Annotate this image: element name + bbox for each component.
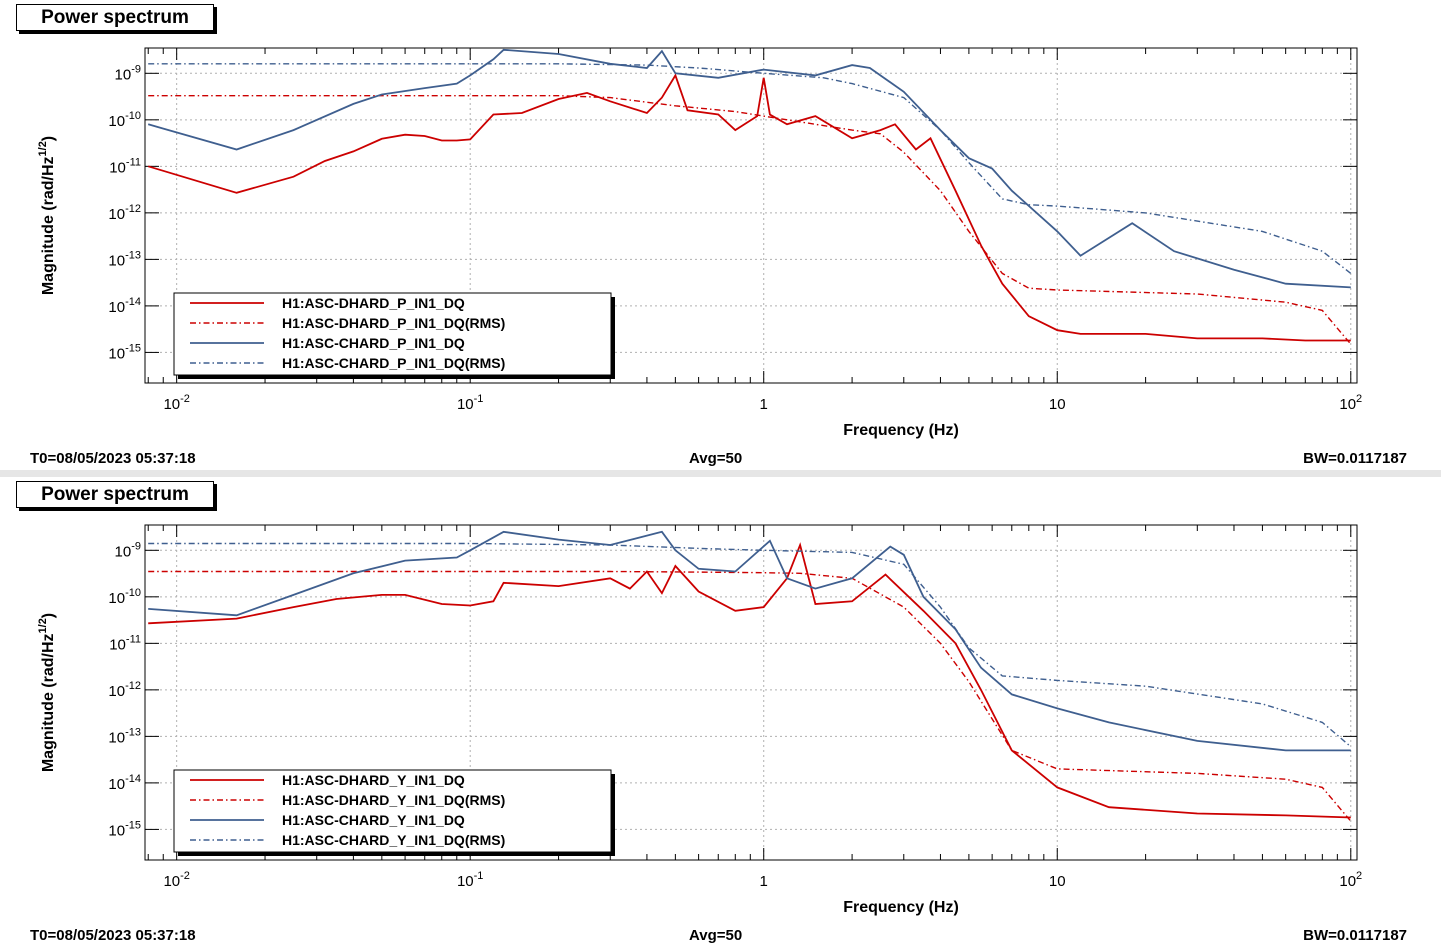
series-line-1 (148, 570, 1352, 822)
x-tick-label: 102 (1339, 393, 1362, 413)
y-axis-title: Magnitude (rad/Hz1/2) (37, 136, 57, 295)
legend-label: H1:ASC-DHARD_Y_IN1_DQ (282, 772, 465, 788)
y-tick-label: 10-12 (108, 203, 141, 223)
top-spectrum-panel: Power spectrum 10-9 10-10 10-11 10-12 10-13 1… (0, 0, 1441, 470)
series-line-0 (148, 542, 1351, 819)
y-tick-label: 10-9 (115, 63, 141, 83)
y-tick-label: 10-11 (109, 156, 141, 176)
plot-frame (144, 524, 1358, 861)
series-line-0 (147, 73, 1351, 342)
y-tick-label: 10-12 (108, 680, 141, 700)
x-tick-label: 10 (1049, 396, 1066, 413)
x-axis-title: Frequency (Hz) (843, 422, 959, 439)
series-line-2 (147, 48, 1351, 289)
series-line-1 (148, 94, 1352, 345)
x-tick-label: 1 (760, 396, 768, 413)
y-tick-label: 10-9 (115, 540, 141, 560)
y-tick-label: 10-15 (108, 819, 141, 839)
y-tick-label: 10-13 (108, 726, 141, 746)
series-line-2 (148, 530, 1351, 752)
bottom-spectrum-panel: Power spectrum 10-9 10-10 10-11 10-12 10-13 1… (0, 477, 1441, 947)
legend-label: H1:ASC-DHARD_Y_IN1_DQ(RMS) (282, 792, 505, 808)
x-tick-label: 10 (1049, 873, 1066, 890)
x-tick-label: 10-2 (163, 870, 189, 890)
x-tick-label: 10-1 (457, 393, 483, 413)
legend-box (173, 769, 612, 853)
series-group (147, 48, 1352, 345)
legend-label: H1:ASC-CHARD_Y_IN1_DQ (282, 812, 465, 828)
panel-title: Power spectrum (16, 481, 214, 508)
plot-frame (144, 47, 1358, 384)
legend-label: H1:ASC-CHARD_Y_IN1_DQ(RMS) (282, 832, 505, 848)
footer-avg: Avg=50 (689, 927, 743, 944)
y-tick-label: 10-15 (108, 342, 141, 362)
series-line-3 (148, 542, 1352, 748)
legend: H1:ASC-DHARD_Y_IN1_DQ H1:ASC-DHARD_Y_IN1_… (173, 769, 615, 856)
y-axis-title: Magnitude (rad/Hz1/2) (37, 613, 57, 772)
series-line-3 (148, 63, 1352, 274)
y-tick-label: 10-10 (108, 110, 141, 130)
y-tick-label: 10-13 (108, 249, 141, 269)
series-group (148, 530, 1352, 822)
legend-label: H1:ASC-CHARD_P_IN1_DQ(RMS) (282, 355, 505, 371)
footer-bw: BW=0.0117187 (1303, 450, 1407, 467)
legend-box (173, 292, 612, 376)
footer-t0: T0=08/05/2023 05:37:18 (30, 927, 196, 944)
panel-separator (0, 470, 1441, 477)
footer-avg: Avg=50 (689, 450, 743, 467)
y-tick-label: 10-14 (108, 773, 141, 793)
grid (145, 48, 1357, 383)
y-tick-label: 10-10 (108, 587, 141, 607)
legend-label: H1:ASC-CHARD_P_IN1_DQ (282, 335, 465, 351)
footer-bw: BW=0.0117187 (1303, 927, 1407, 944)
x-tick-label: 10-1 (457, 870, 483, 890)
x-tick-label: 102 (1339, 870, 1362, 890)
legend: H1:ASC-DHARD_P_IN1_DQ H1:ASC-DHARD_P_IN1_… (173, 292, 615, 379)
footer-t0: T0=08/05/2023 05:37:18 (30, 450, 196, 467)
legend-label: H1:ASC-DHARD_P_IN1_DQ(RMS) (282, 315, 505, 331)
legend-label: H1:ASC-DHARD_P_IN1_DQ (282, 295, 465, 311)
x-tick-label: 1 (760, 873, 768, 890)
y-tick-label: 10-14 (108, 296, 141, 316)
panel-title: Power spectrum (16, 4, 214, 31)
x-axis-title: Frequency (Hz) (843, 899, 959, 916)
y-tick-label: 10-11 (109, 633, 141, 653)
x-tick-label: 10-2 (163, 393, 189, 413)
